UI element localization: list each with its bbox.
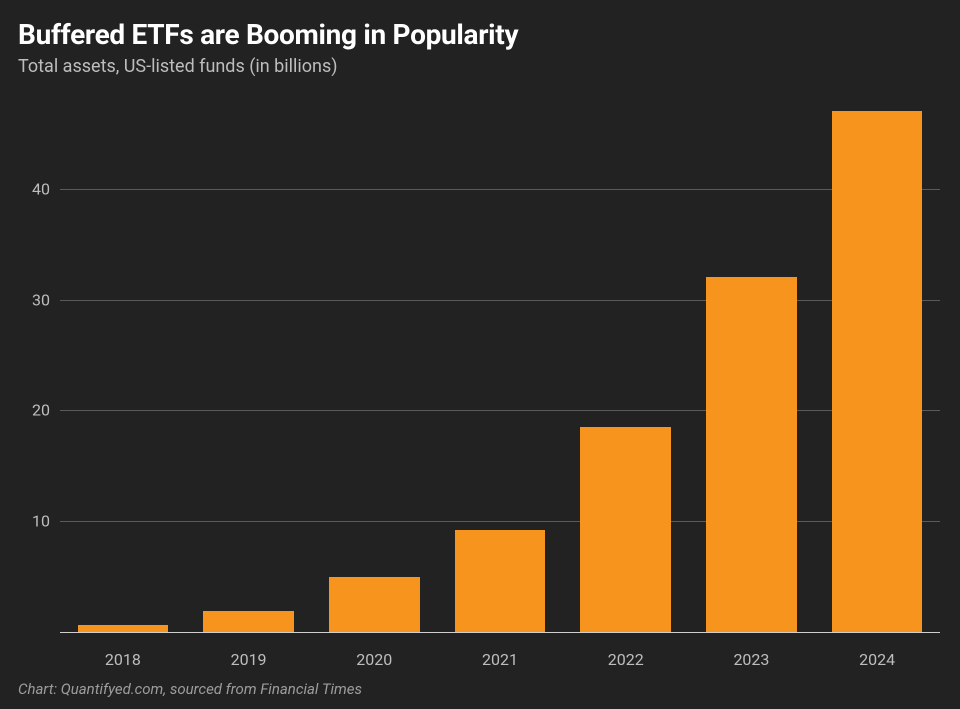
- x-axis-tick-label: 2023: [733, 650, 769, 669]
- chart-frame: Buffered ETFs are Booming in Popularity …: [0, 0, 960, 709]
- bar: [329, 577, 420, 632]
- gridline: [60, 300, 940, 301]
- bar: [203, 611, 294, 632]
- gridline: [60, 410, 940, 411]
- x-axis-tick-label: 2021: [482, 650, 518, 669]
- bar: [832, 111, 923, 632]
- gridline: [60, 521, 940, 522]
- gridline: [60, 189, 940, 190]
- bar: [455, 530, 546, 632]
- bar: [78, 625, 169, 632]
- y-axis-tick-label: 40: [20, 179, 50, 198]
- bar: [580, 427, 671, 632]
- chart-title: Buffered ETFs are Booming in Popularity: [18, 18, 518, 51]
- x-axis-baseline: [60, 632, 940, 633]
- x-axis-tick-label: 2019: [231, 650, 267, 669]
- x-axis-tick-label: 2020: [356, 650, 392, 669]
- y-axis-tick-label: 10: [20, 512, 50, 531]
- x-axis-tick-label: 2022: [608, 650, 644, 669]
- y-axis-tick-label: 20: [20, 401, 50, 420]
- chart-source: Chart: Quantifyed.com, sourced from Fina…: [18, 680, 362, 698]
- plot-area: 102030402018201920202021202220232024: [60, 100, 940, 632]
- x-axis-tick-label: 2024: [859, 650, 895, 669]
- x-axis-tick-label: 2018: [105, 650, 141, 669]
- bar: [706, 277, 797, 632]
- y-axis-tick-label: 30: [20, 290, 50, 309]
- chart-subtitle: Total assets, US-listed funds (in billio…: [18, 56, 338, 77]
